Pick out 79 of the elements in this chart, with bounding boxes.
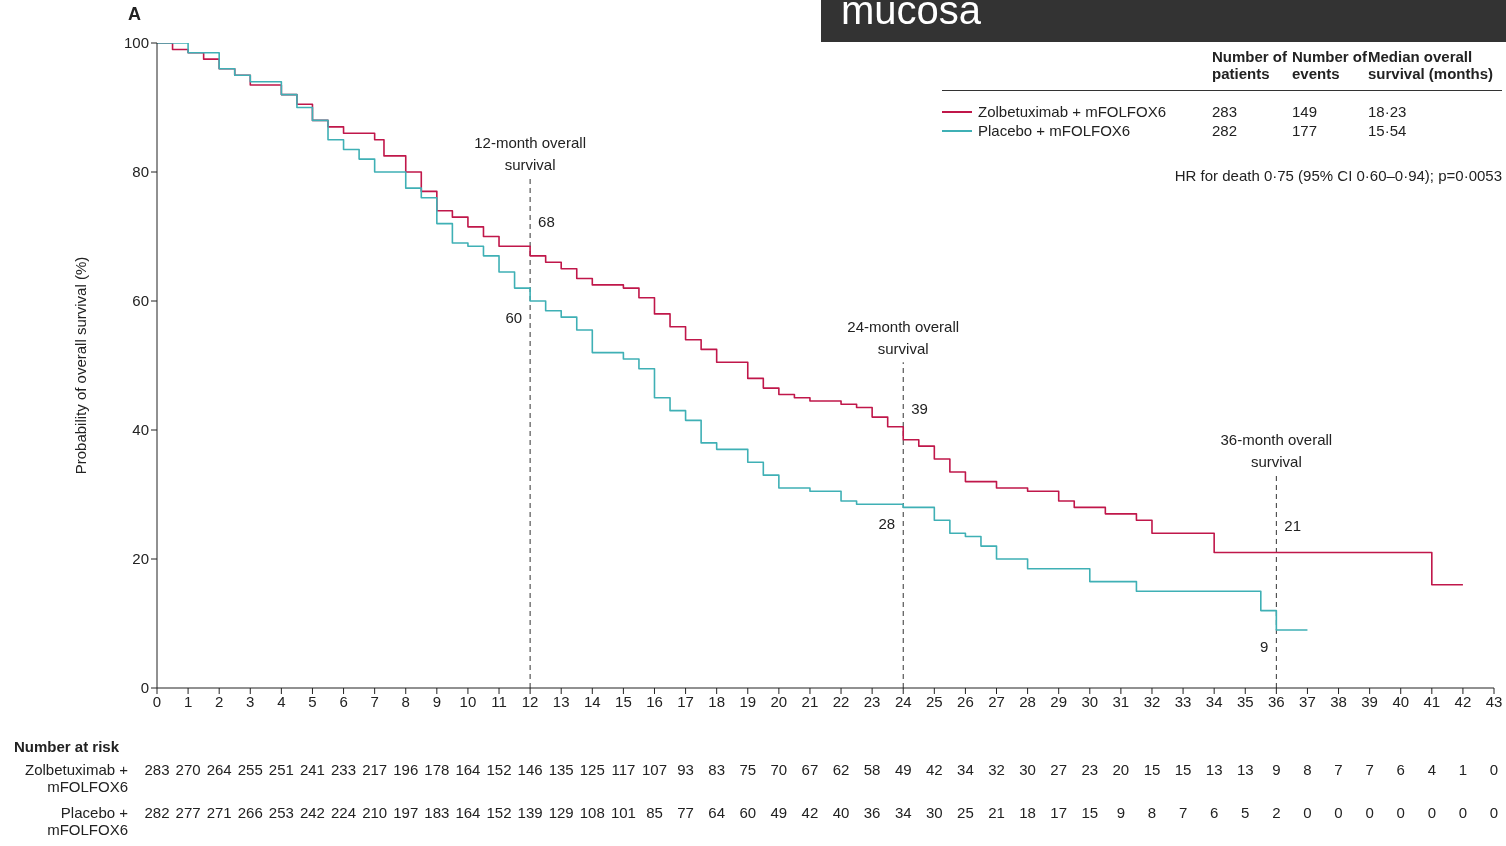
annotation: 283 [1212,103,1239,120]
x-tick-label: 40 [1392,692,1410,710]
annotation: 149 [1292,103,1319,120]
x-tick-label: 26 [957,692,974,710]
x-tick-label: 5 [308,692,317,710]
x-tick-label: 37 [1299,692,1316,710]
x-tick-label: 18 [708,692,726,710]
text: Placebo + mFOLFOX6 [46,804,128,838]
x-tick-label: 28 [1019,692,1036,710]
x-tick-label: 13 [552,692,570,710]
y-tick-label: 0 [140,679,149,697]
annotation: 282 [1212,122,1239,139]
x-tick-label: 41 [1423,692,1441,710]
x-tick-label: 17 [677,692,694,710]
x-tick-label: 6 [339,692,348,710]
annotation: 39 [911,400,929,418]
annotation: HR for death 0·75 (95% CI 0·60–0·94); p=0·0053 [1173,167,1502,184]
legend-label: Placebo + mFOLFOX6 [978,122,1132,139]
annotation: 15·54 [1368,122,1408,139]
x-tick-label: 2 [215,692,224,710]
annotation: 21 [1284,516,1303,534]
x-tick-label: 15 [615,692,632,710]
annotation: Number of events [1292,48,1368,82]
x-tick-label: 38 [1330,692,1347,710]
x-tick-label: 20 [770,692,788,710]
x-tick-label: 7 [370,692,379,710]
text: 283 270 264 255 251 241 233 217 196 178 164 152 146 135 125 117 107 93 83 75 70 67 62 58 49 42 34 32 30 27 23 20 15 15 13 13 9 8 7 7 6 4 1 0 [144,761,1499,778]
x-tick-label: 10 [459,692,477,710]
x-tick-label: 0 [152,692,162,710]
x-tick-label: 27 [988,692,1005,710]
x-tick-label: 39 [1361,692,1378,710]
x-tick-label: 8 [401,692,410,710]
x-tick-label: 43 [1485,692,1503,710]
x-tick-label: 1 [183,692,193,710]
ref-line-label: 12-month overall survival [473,133,587,176]
y-tick-label: 60 [132,292,149,310]
x-tick-label: 22 [832,692,850,710]
x-tick-label: 31 [1112,692,1130,710]
x-tick-label: 9 [432,692,442,710]
annotation: Number of patients [1212,48,1288,82]
annotation: Median overall survival (months) [1368,48,1495,82]
x-tick-label: 36 [1268,692,1285,710]
annotation: 18·23 [1368,103,1408,120]
legend-label: Zolbetuximab + mFOLFOX6 [978,103,1167,120]
x-tick-label: 29 [1050,692,1068,710]
annotation: 28 [877,515,896,533]
ref-line-label: 24-month overall survival [846,317,961,360]
annotation: 68 [538,213,556,231]
y-tick-label: 20 [132,550,149,568]
x-tick-label: 34 [1205,692,1223,710]
x-tick-label: 24 [894,692,912,710]
x-tick-label: 16 [646,692,663,710]
text: Zolbetuximab + mFOLFOX6 [24,761,128,795]
x-tick-label: 14 [583,692,601,710]
x-tick-label: 42 [1454,692,1472,710]
x-tick-label: 23 [863,692,881,710]
x-tick-label: 35 [1236,692,1254,710]
x-tick-label: 11 [491,692,507,710]
x-tick-label: 25 [925,692,943,710]
y-tick-label: 100 [123,34,149,52]
x-tick-label: 30 [1081,692,1099,710]
x-tick-label: 21 [801,692,819,710]
y-tick-label: 40 [132,421,149,439]
annotation: 177 [1292,122,1319,139]
annotation: 9 [1259,637,1269,655]
x-tick-label: 32 [1143,692,1161,710]
x-tick-label: 19 [739,692,757,710]
y-axis-title: Probability of overall survival (%) [72,256,90,475]
y-tick-label: 80 [132,163,149,181]
text: A [128,4,141,25]
x-tick-label: 4 [277,692,286,710]
text: Number at risk [14,738,120,755]
annotation: 60 [504,309,523,326]
text: 282 277 271 266 253 242 224 210 197 183 164 152 139 129 108 101 85 77 64 60 49 42 40 36 34 30 25 21 18 17 15 9 8 7 6 5 2 0 0 0 0 0 0 0 [144,804,1499,821]
x-tick-label: 33 [1174,692,1192,710]
x-tick-label: 3 [246,692,255,710]
x-tick-label: 12 [521,692,539,710]
ref-line-label: 36-month overall survival [1219,430,1334,473]
text: mucosa [821,0,1506,42]
